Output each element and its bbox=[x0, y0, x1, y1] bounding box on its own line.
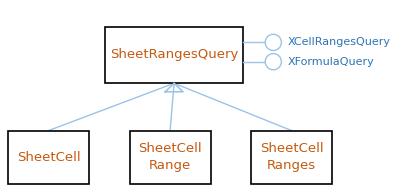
Bar bbox=[105, 26, 243, 83]
Bar bbox=[8, 130, 89, 184]
Ellipse shape bbox=[265, 34, 281, 51]
Text: SheetCell: SheetCell bbox=[17, 151, 81, 163]
Text: SheetCell
Range: SheetCell Range bbox=[138, 142, 202, 172]
Bar bbox=[130, 130, 211, 184]
Ellipse shape bbox=[265, 54, 281, 70]
Text: XFormulaQuery: XFormulaQuery bbox=[287, 57, 374, 67]
Bar bbox=[251, 130, 332, 184]
Text: SheetRangesQuery: SheetRangesQuery bbox=[110, 48, 238, 61]
Text: XCellRangesQuery: XCellRangesQuery bbox=[287, 37, 390, 47]
Text: SheetCell
Ranges: SheetCell Ranges bbox=[260, 142, 323, 172]
